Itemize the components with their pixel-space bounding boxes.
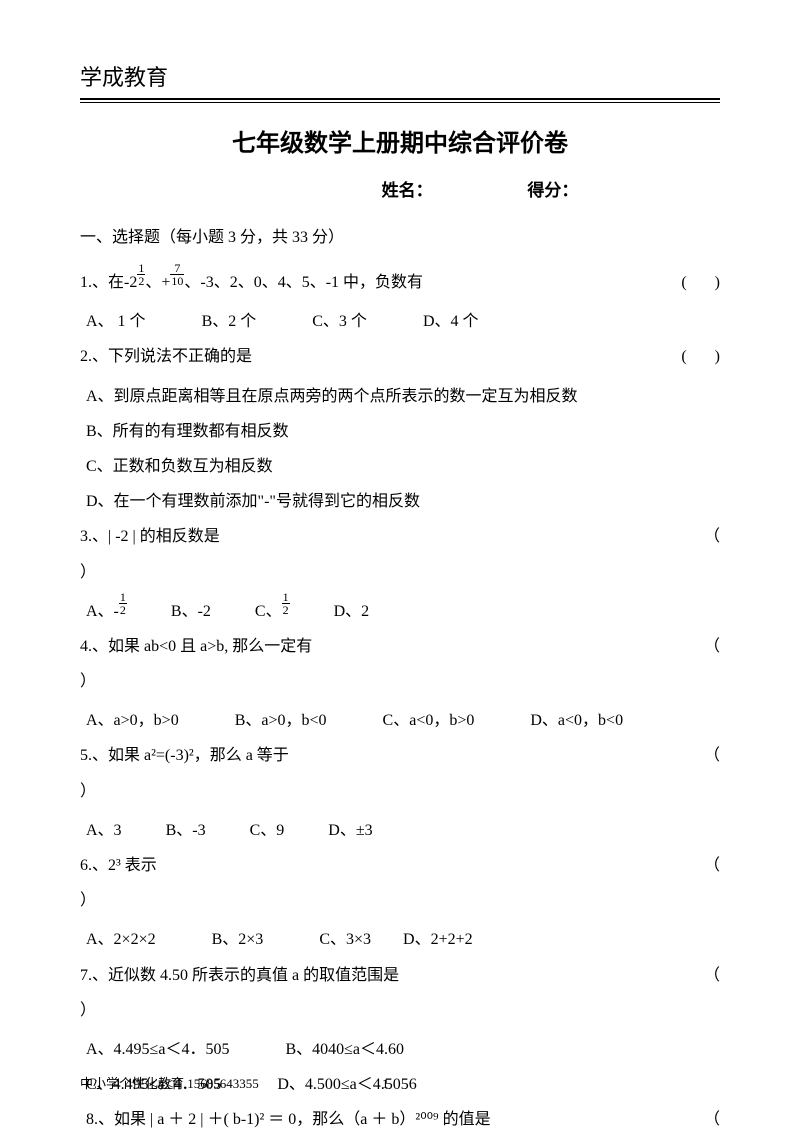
q4-opt-d: D、a<0，b<0	[530, 703, 623, 738]
q7-opt-b: B、4040≤a＜4.60	[285, 1032, 404, 1067]
q2-opt-c: C、正数和负数互为相反数	[86, 449, 720, 484]
q8-stem: 8.、如果 | a ＋ 2 | ＋( b-1)² ＝ 0，那么（a ＋ b）²⁰…	[80, 1102, 704, 1137]
q5-opt-b: B、-3	[166, 813, 206, 848]
q1-pre: 1.、在-2	[80, 274, 137, 291]
q6-opt-b: B、2×3	[212, 922, 264, 957]
name-label: 姓名：	[382, 176, 433, 201]
q6-paren-close: ）	[80, 883, 720, 918]
q3-paren-close: ）	[80, 555, 720, 590]
q6-options: A、2×2×2 B、2×3 C、3×3 D、2+2+2	[80, 922, 720, 957]
q2-stem: 2.、下列说法不正确的是	[80, 339, 681, 374]
q8-paren-open: （	[704, 1102, 720, 1137]
page-footer: 中小学个性化教育 15685643355 1	[80, 1073, 389, 1092]
q7-paren-open: （	[704, 958, 720, 993]
q1-frac1: 12	[137, 262, 145, 287]
question-5: 5.、如果 a²=(-3)²，那么 a 等于 （ ）	[80, 738, 720, 808]
q4-paren-open: （	[704, 629, 720, 664]
question-3: 3.、| -2 | 的相反数是 （ ）	[80, 519, 720, 589]
q5-stem: 5.、如果 a²=(-3)²，那么 a 等于	[80, 738, 704, 773]
score-label: 得分：	[527, 176, 578, 201]
q3-opt-b: B、-2	[171, 594, 211, 629]
q5-opt-a: A、3	[86, 813, 122, 848]
q4-paren-close: ）	[80, 664, 720, 699]
page-title: 七年级数学上册期中综合评价卷	[80, 123, 720, 158]
q1-post: 、-3、2、0、4、5、-1 中，负数有	[184, 274, 423, 291]
q1-opt-d: D、4 个	[423, 304, 479, 339]
q4-opt-a: A、a>0，b>0	[86, 703, 179, 738]
section-1-header: 一、选择题（每小题 3 分，共 33 分）	[80, 223, 720, 247]
q4-opt-c: C、a<0，b>0	[383, 703, 475, 738]
q6-opt-c: C、3×3	[319, 922, 371, 957]
q2-paren: ( )	[681, 339, 720, 374]
q4-options: A、a>0，b>0 B、a>0，b<0 C、a<0，b>0 D、a<0，b<0	[80, 703, 720, 738]
q1-opt-c: C、3 个	[312, 304, 367, 339]
q3-paren-open: （	[704, 519, 720, 554]
question-2: 2.、下列说法不正确的是 ( )	[80, 339, 720, 374]
q6-paren-open: （	[704, 848, 720, 883]
q7-stem: 7.、近似数 4.50 所表示的真值 a 的取值范围是	[80, 958, 704, 993]
header-rule	[80, 98, 720, 103]
question-1: 1.、在-212、+710、-3、2、0、4、5、-1 中，负数有 ( )	[80, 265, 720, 300]
q2-opt-a: A、到原点距离相等且在原点两旁的两个点所表示的数一定互为相反数	[86, 379, 720, 414]
q4-stem: 4.、如果 ab<0 且 a>b, 那么一定有	[80, 629, 704, 664]
q1-mid: 、+	[145, 274, 170, 291]
q6-opt-d: D、2+2+2	[403, 922, 473, 957]
page-number: 1	[382, 1076, 389, 1091]
name-score-row: 姓名： 得分：	[80, 176, 720, 201]
footer-text: 中小学个性化教育 15685643355	[80, 1076, 259, 1091]
q1-frac2: 710	[170, 262, 184, 287]
q6-opt-a: A、2×2×2	[86, 922, 156, 957]
q1-options: A、 1 个 B、2 个 C、3 个 D、4 个	[80, 304, 720, 339]
q2-opt-b: B、所有的有理数都有相反数	[86, 414, 720, 449]
q7-paren-close: ）	[80, 993, 720, 1028]
q6-stem: 6.、2³ 表示	[80, 848, 704, 883]
q1-paren: ( )	[681, 265, 720, 300]
question-7: 7.、近似数 4.50 所表示的真值 a 的取值范围是 （ ）	[80, 958, 720, 1028]
q4-opt-b: B、a>0，b<0	[235, 703, 327, 738]
q5-paren-open: （	[704, 738, 720, 773]
q3-stem: 3.、| -2 | 的相反数是	[80, 519, 704, 554]
q3-opt-a: A、-12	[86, 594, 127, 629]
q5-opt-d: D、±3	[328, 813, 372, 848]
q1-opt-a: A、 1 个	[86, 304, 146, 339]
q5-options: A、3 B、-3 C、9 D、±3	[80, 813, 720, 848]
q3-options: A、-12 B、-2 C、12 D、2	[80, 594, 720, 629]
q7-opt-a: A、4.495≤a＜4．505	[86, 1032, 229, 1067]
q2-options: A、到原点距离相等且在原点两旁的两个点所表示的数一定互为相反数 B、所有的有理数…	[80, 379, 720, 520]
q5-paren-close: ）	[80, 774, 720, 809]
q1-opt-b: B、2 个	[202, 304, 257, 339]
q5-opt-c: C、9	[250, 813, 285, 848]
question-8: 8.、如果 | a ＋ 2 | ＋( b-1)² ＝ 0，那么（a ＋ b）²⁰…	[80, 1102, 720, 1137]
q7-options-row1: A、4.495≤a＜4．505 B、4040≤a＜4.60	[80, 1032, 720, 1067]
question-4: 4.、如果 ab<0 且 a>b, 那么一定有 （ ）	[80, 629, 720, 699]
question-6: 6.、2³ 表示 （ ）	[80, 848, 720, 918]
q2-opt-d: D、在一个有理数前添加"-"号就得到它的相反数	[86, 484, 720, 519]
q3-opt-c: C、12	[255, 594, 290, 629]
q3-opt-d: D、2	[334, 594, 370, 629]
brand-header: 学成教育	[80, 60, 720, 92]
